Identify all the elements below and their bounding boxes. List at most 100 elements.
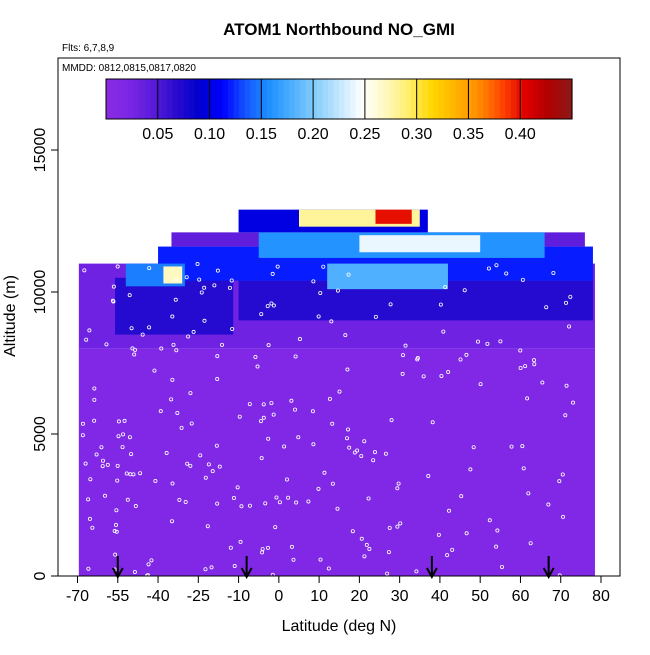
colorbar-swatch [510,79,518,119]
curtain-cell [163,266,183,284]
marker [229,278,234,283]
marker [532,358,537,363]
marker [436,532,441,537]
colorbar-swatch [305,79,312,119]
marker [184,275,189,280]
marker [101,458,106,463]
marker [388,302,393,307]
crossing-arrow-head [425,567,438,580]
x-axis: -70 -55 -40 -25 -10 0 10 20 30 40 50 60 70 80 [66,575,610,605]
colorbar-swatch [377,79,384,119]
marker [258,419,263,424]
marker [273,525,278,530]
marker [90,525,95,530]
marker [87,516,92,521]
marker [345,436,350,441]
colorbar-swatch [455,79,462,119]
chart-title: ATOM1 Northbound NO_GMI [223,20,455,39]
marker [88,477,93,482]
marker [430,420,435,425]
colorbar-swatch [449,79,457,119]
observation-markers [80,262,575,576]
colorbar-swatch [322,79,329,119]
crossing-arrow-head [542,567,555,580]
marker [289,544,294,549]
marker [124,471,129,476]
marker [551,271,556,276]
marker [115,463,120,468]
colorbar-swatch [544,79,551,119]
x-tick-label: 0 [274,588,283,605]
colorbar-swatch [549,79,556,119]
colorbar-swatch [200,79,207,119]
marker [564,300,569,305]
colorbar-swatch [499,79,507,119]
colorbar-frame [105,78,573,120]
marker [238,539,243,544]
marker [263,501,268,506]
colorbar-swatch [167,79,174,119]
y-tick-label: 5000 [32,416,49,452]
marker [567,324,572,329]
marker [87,328,92,333]
colorbar-swatch [472,79,479,119]
marker [259,312,264,317]
marker [92,418,97,423]
marker [115,264,120,269]
marker [270,572,275,576]
colorbar-swatch [122,79,129,119]
marker [197,277,202,282]
marker [403,343,408,348]
marker [282,444,287,449]
marker [415,357,420,362]
marker [104,342,109,347]
marker [316,486,321,491]
marker [217,464,222,469]
marker [259,456,264,461]
marker [401,353,406,358]
marker [170,481,175,486]
marker [468,467,473,472]
curtain-heatmap [78,209,595,576]
marker [247,402,252,407]
marker [395,486,400,491]
marker [385,571,390,576]
marker [495,528,500,533]
colorbar-tick-label: 0.40 [505,126,536,143]
marker [526,491,531,496]
marker [170,519,175,524]
marker [173,297,178,302]
colorbar-swatch [355,79,362,119]
marker [359,536,364,541]
marker [92,386,97,391]
marker [286,495,291,500]
colorbar-swatch [183,79,190,119]
colorbar-swatch [333,79,340,119]
marker [198,453,203,458]
colorbar-swatch [172,79,179,119]
marker [546,502,551,507]
colorbar-swatch [233,79,240,119]
marker [261,415,266,420]
x-tick-label: -55 [106,588,129,605]
marker [509,444,514,449]
colorbar-swatch [438,79,446,119]
marker [398,521,403,526]
marker [352,450,357,455]
marker [321,264,326,269]
colorbar-swatch [255,79,262,119]
marker [113,552,118,557]
marker [209,565,214,570]
x-tick-label: -25 [187,588,210,605]
marker [306,499,311,504]
marker [219,342,224,347]
marker [127,435,132,440]
colorbar-swatch [344,79,351,119]
colorbar-swatch [261,79,268,119]
marker [557,573,562,576]
marker [188,463,193,468]
colorbar-swatch [194,79,201,119]
colorbar-swatch [400,79,407,119]
marker [570,400,575,405]
